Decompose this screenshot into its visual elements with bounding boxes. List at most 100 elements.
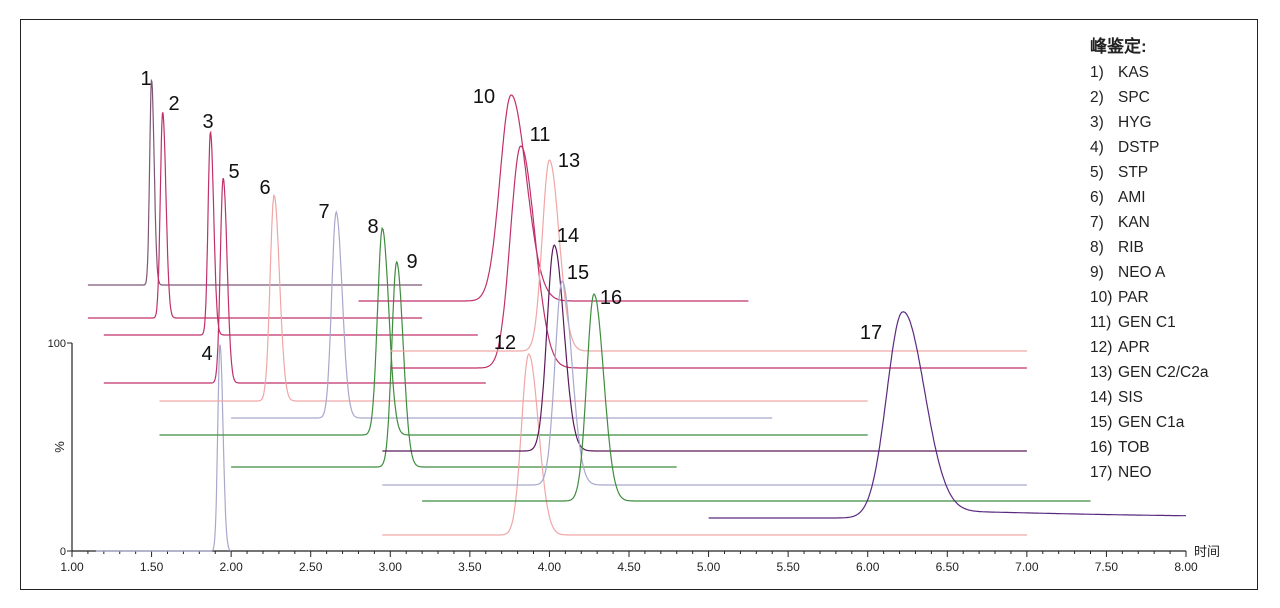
peak-label: 1 [140, 68, 151, 90]
peak-trace-10 [358, 94, 749, 302]
peak-trace-3 [103, 130, 478, 336]
legend-entry-number: 15) [1090, 414, 1113, 431]
x-tick-label: 2.50 [299, 560, 323, 574]
peak-label: 8 [367, 216, 378, 238]
legend-entry-name: HYG [1118, 114, 1152, 131]
peak-trace-9 [231, 260, 677, 468]
peak-label: 7 [318, 201, 329, 223]
legend-entry: 10) PAR [1090, 285, 1208, 310]
chart-frame [20, 19, 1258, 590]
legend-entry: 9) NEO A [1090, 260, 1208, 285]
legend-entry-number: 10) [1090, 289, 1113, 306]
legend-entry-name: TOB [1118, 439, 1150, 456]
legend-entry: 2) SPC [1090, 85, 1208, 110]
legend-entry: 12) APR [1090, 335, 1208, 360]
legend-entry-name: KAN [1118, 214, 1150, 231]
legend-entry-number: 6) [1090, 189, 1104, 206]
legend-entry-number: 13) [1090, 364, 1113, 381]
peak-trace-7 [231, 210, 773, 419]
legend-entry: 16) TOB [1090, 435, 1208, 460]
peak-trace-4 [95, 344, 232, 552]
legend-entry-number: 17) [1090, 464, 1113, 481]
legend-entry-name: RIB [1118, 239, 1144, 256]
peak-legend: 峰鉴定: 1) KAS 2) SPC 3) HYG 4) DSTP 5) STP 6) AMI 7) KA… [1090, 34, 1208, 485]
peak-label: 6 [259, 177, 270, 199]
y-axis-label: % [52, 441, 67, 453]
legend-entry-number: 11) [1090, 314, 1112, 331]
legend-entry: 11) GEN C1 [1090, 310, 1208, 335]
legend-entry-number: 5) [1090, 164, 1104, 181]
x-tick-label: 3.50 [458, 560, 482, 574]
x-tick-label: 4.00 [538, 560, 562, 574]
legend-entry: 8) RIB [1090, 235, 1208, 260]
legend-entry-number: 14) [1090, 389, 1113, 406]
peak-label: 16 [600, 287, 622, 309]
peak-label: 3 [202, 111, 213, 133]
legend-entry-name: NEO [1118, 464, 1152, 481]
legend-entry-name: PAR [1118, 289, 1149, 306]
peak-trace-11 [390, 145, 1027, 369]
peak-label: 14 [557, 225, 579, 247]
legend-entry: 14) SIS [1090, 385, 1208, 410]
legend-entry: 5) STP [1090, 160, 1208, 185]
x-tick-label: 2.00 [219, 560, 243, 574]
peak-trace-5 [103, 177, 486, 384]
legend-entry-name: DSTP [1118, 139, 1160, 156]
x-axis-label: 时间 [1194, 545, 1220, 560]
legend-entry-name: KAS [1118, 64, 1150, 81]
peak-label: 4 [201, 343, 212, 365]
x-tick-label: 7.00 [1015, 560, 1039, 574]
legend-entry-name: NEO A [1118, 264, 1166, 281]
y-tick-label: 100 [48, 338, 66, 350]
legend-entry-name: AMI [1118, 189, 1146, 206]
legend-entry-name: GEN C2/C2a [1118, 364, 1209, 381]
peak-trace-2 [87, 112, 423, 319]
peak-label: 13 [558, 150, 580, 172]
peak-label: 15 [567, 262, 589, 284]
peak-label: 2 [168, 93, 179, 115]
legend-entry-name: GEN C1a [1118, 414, 1185, 431]
legend-title: 峰鉴定: [1090, 37, 1147, 56]
x-tick-label: 3.00 [379, 560, 403, 574]
x-tick-label: 5.50 [776, 560, 800, 574]
legend-entry-number: 12) [1090, 339, 1113, 356]
peak-trace-15 [382, 280, 1027, 486]
x-tick-label: 6.50 [936, 560, 960, 574]
peak-label: 12 [494, 332, 516, 354]
peak-trace-16 [422, 292, 1091, 502]
x-tick-label: 5.00 [697, 560, 721, 574]
legend-entry: 7) KAN [1090, 210, 1208, 235]
legend-entry-name: APR [1118, 339, 1150, 356]
peak-label: 11 [530, 124, 551, 146]
legend-entry-number: 4) [1090, 139, 1104, 156]
legend-entry-name: SPC [1118, 89, 1150, 106]
x-tick-label: 7.50 [1095, 560, 1119, 574]
legend-entry-number: 8) [1090, 239, 1104, 256]
legend-entry-number: 9) [1090, 264, 1104, 281]
peak-label: 5 [228, 161, 239, 183]
legend-entry-name: GEN C1 [1118, 314, 1176, 331]
peak-trace-6 [159, 193, 868, 402]
x-tick-label: 1.50 [140, 560, 164, 574]
legend-entry-number: 2) [1090, 89, 1104, 106]
x-tick-label: 8.00 [1174, 560, 1198, 574]
legend-entry-name: SIS [1118, 389, 1143, 406]
legend-entry: 15) GEN C1a [1090, 410, 1208, 435]
peak-label: 10 [473, 86, 495, 108]
peak-trace-12 [382, 353, 1027, 536]
x-tick-label: 4.50 [617, 560, 641, 574]
peak-trace-17 [708, 311, 1186, 519]
y-tick-label: 0 [60, 546, 66, 558]
peak-trace-14 [382, 244, 1027, 452]
legend-entry: 6) AMI [1090, 185, 1208, 210]
peak-trace-1 [87, 78, 423, 286]
legend-entry: 1) KAS [1090, 60, 1208, 85]
legend-entry: 3) HYG [1090, 110, 1208, 135]
peak-trace-8 [159, 226, 868, 436]
x-tick-label: 1.00 [60, 560, 84, 574]
legend-entry-number: 16) [1090, 439, 1113, 456]
peak-label: 9 [406, 251, 417, 273]
legend-entry-number: 7) [1090, 214, 1104, 231]
peak-trace-13 [390, 159, 1027, 352]
